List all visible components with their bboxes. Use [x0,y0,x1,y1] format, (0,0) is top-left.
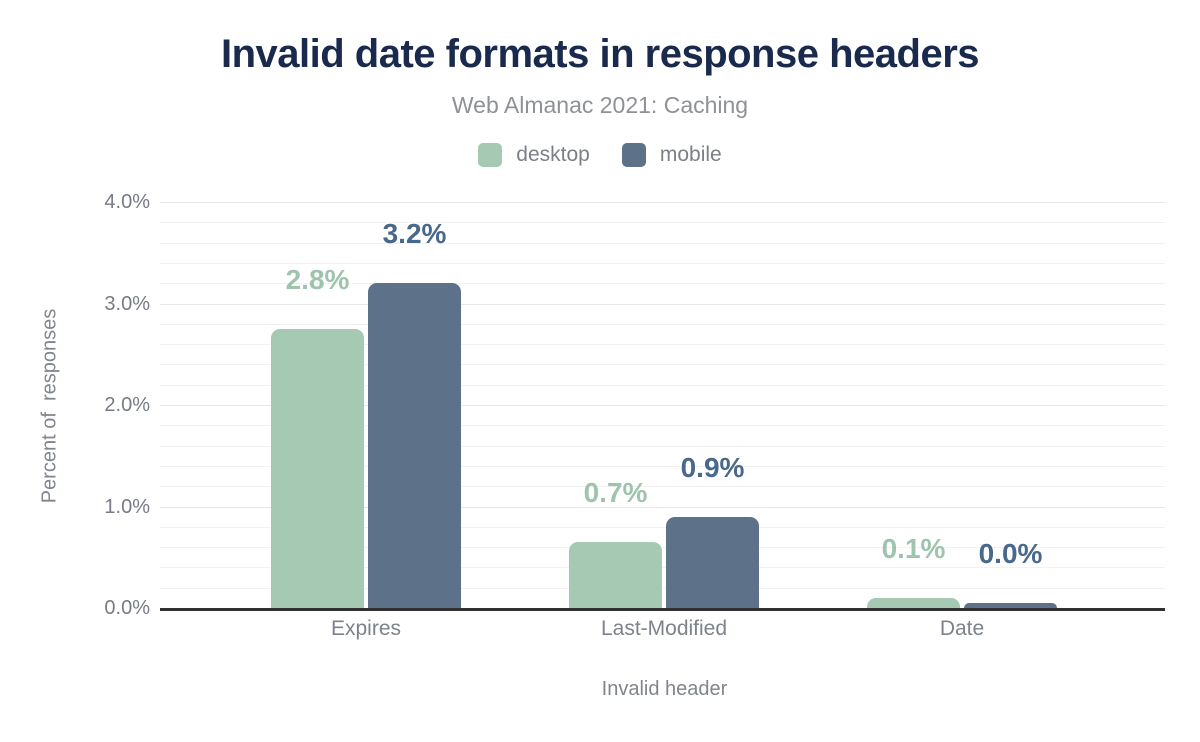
gridline [160,242,1165,244]
gridline [160,262,1165,264]
y-tick-label: 4.0% [104,191,150,213]
x-tick-label-expires: Expires [330,617,402,640]
legend-label-mobile: mobile [659,143,722,166]
legend-item-desktop: desktop [478,143,590,167]
gridline [160,547,1165,549]
bar-mobile-expires [368,283,461,608]
bar-mobile-date [964,603,1057,608]
chart-subtitle: Web Almanac 2021: Caching [451,92,749,118]
gridline [160,283,1165,285]
legend-swatch-mobile-icon [621,143,646,167]
gridline [160,445,1165,447]
y-axis-title: Percent of responses [38,308,61,504]
value-label-desktop-expires: 2.8% [285,264,350,295]
gridline [160,202,1165,203]
gridline [160,425,1165,427]
bar-mobile-last-modified [666,517,759,608]
gridline [160,465,1165,467]
value-label-desktop-last-modified: 0.7% [583,477,648,508]
value-label-mobile-last-modified: 0.9% [680,452,745,483]
gridline [160,222,1165,224]
gridline [160,567,1165,569]
value-label-mobile-date: 0.0% [978,538,1043,569]
bar-desktop-last-modified [569,542,662,608]
plot-area: 2.8% 0.7% 0.1% 3.2% 0.9% 0.0% [160,202,1165,611]
x-tick-label-last-modified: Last-Modified [600,617,728,640]
y-tick-label: 2.0% [104,394,150,416]
bar-desktop-date [867,598,960,608]
x-axis-title: Invalid header [601,678,728,700]
bar-desktop-expires [271,329,364,608]
value-label-desktop-date: 0.1% [881,533,946,564]
gridline [160,486,1165,488]
legend-swatch-desktop-icon [478,143,503,167]
x-tick-label-date: Date [939,617,985,640]
gridline [160,587,1165,589]
gridline [160,364,1165,366]
gridline [160,344,1165,346]
legend-label-desktop: desktop [516,143,590,166]
gridline [160,405,1165,406]
gridline [160,526,1165,528]
gridline [160,303,1165,305]
legend-item-mobile: mobile [621,143,722,167]
gridline [160,506,1165,508]
value-label-mobile-expires: 3.2% [382,218,447,249]
legend: desktop mobile [0,143,1200,167]
y-tick-label: 3.0% [104,292,150,315]
y-tick-label: 0.0% [104,597,150,619]
gridline [160,323,1165,325]
y-tick-label: 1.0% [104,495,150,518]
gridline [160,384,1165,386]
chart-title: Invalid date formats in response headers [220,32,980,76]
